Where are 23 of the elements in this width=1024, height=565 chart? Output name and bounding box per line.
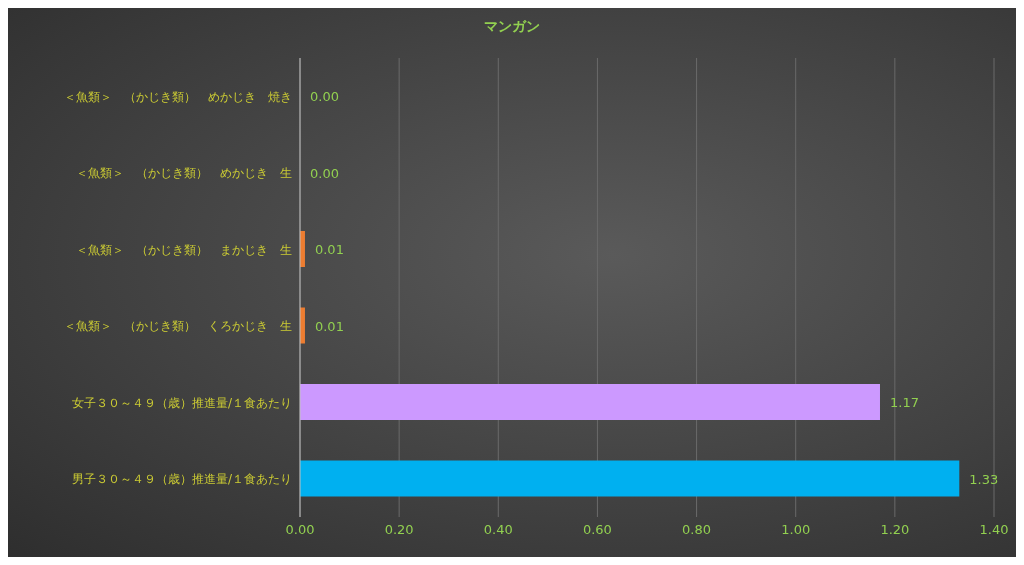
x-tick-label: 1.20 bbox=[880, 522, 910, 538]
y-tick-label: ＜魚類＞ （かじき類） めかじき 生 bbox=[76, 166, 292, 181]
data-label: 0.00 bbox=[310, 165, 339, 181]
x-tick-label: 0.00 bbox=[285, 522, 315, 538]
x-tick-label: 1.00 bbox=[781, 522, 811, 538]
y-tick-label: 女子３０～４９（歳）推進量/１食あたり bbox=[71, 395, 292, 410]
x-tick-label: 0.60 bbox=[582, 522, 612, 538]
y-tick-label: 男子３０～４９（歳）推進量/１食あたり bbox=[71, 472, 292, 487]
data-label: 1.33 bbox=[969, 471, 999, 487]
bar bbox=[300, 384, 880, 420]
x-tick-label: 1.40 bbox=[979, 522, 1009, 538]
chart-title: マンガン bbox=[483, 18, 541, 36]
bar bbox=[300, 460, 960, 497]
data-label: 0.00 bbox=[310, 89, 339, 104]
y-tick-label: ＜魚類＞ （かじき類） くろかじき 生 bbox=[64, 319, 292, 334]
x-tick-label: 0.40 bbox=[483, 522, 513, 538]
x-tick-label: 0.20 bbox=[384, 522, 414, 538]
y-tick-label: ＜魚類＞ （かじき類） まかじき 生 bbox=[76, 242, 292, 257]
data-label: 0.01 bbox=[314, 318, 344, 334]
x-tick-label: 0.80 bbox=[682, 522, 712, 538]
data-label: 1.17 bbox=[889, 395, 919, 410]
y-tick-label: ＜魚類＞ （かじき類） めかじき 焼き bbox=[64, 89, 292, 104]
data-label: 0.01 bbox=[314, 242, 344, 257]
